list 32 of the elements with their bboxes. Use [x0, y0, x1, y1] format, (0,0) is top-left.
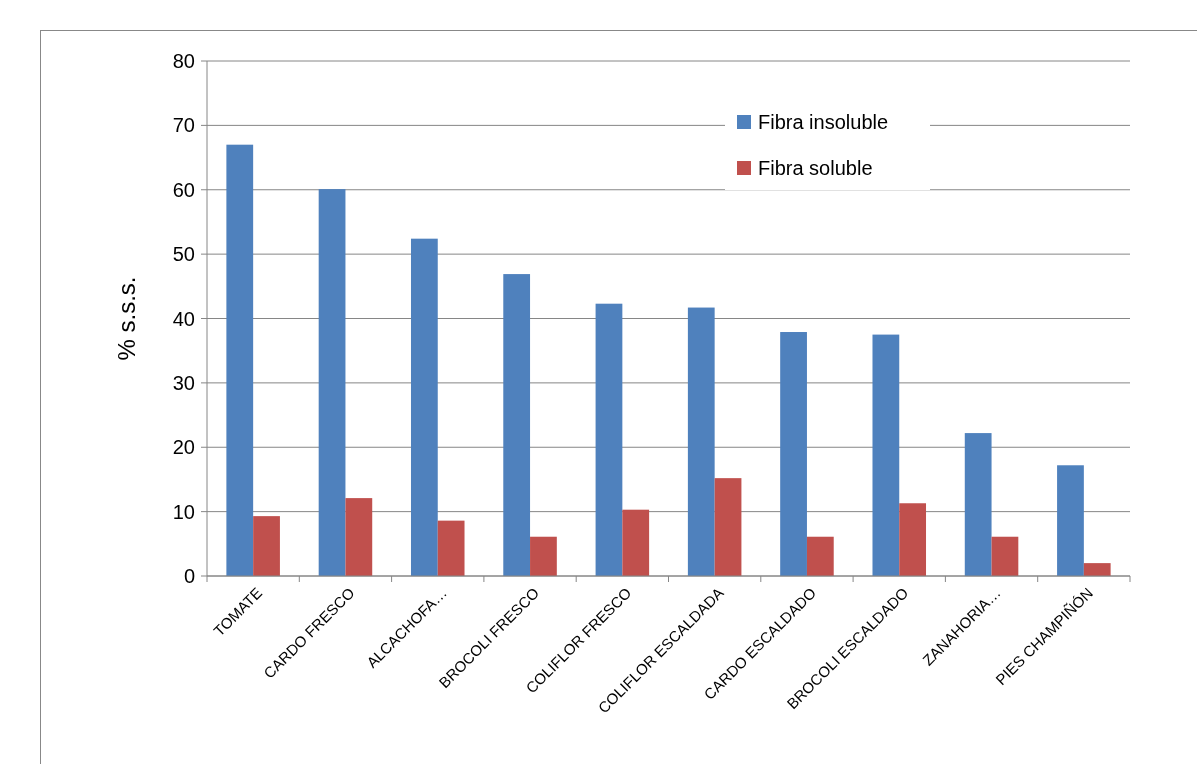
bar: [437, 520, 465, 576]
y-tick-label: 0: [183, 565, 195, 587]
bar: [503, 274, 531, 576]
y-tick-label: 70: [172, 114, 195, 137]
bar: [806, 536, 834, 576]
y-tick-label: 40: [172, 307, 195, 330]
bar: [595, 303, 623, 576]
legend-label: Fibra soluble: [758, 157, 873, 179]
bar: [226, 144, 254, 576]
bar: [318, 189, 346, 576]
bar: [991, 536, 1019, 576]
bar: [410, 238, 438, 576]
y-tick-label: 80: [172, 50, 195, 72]
bar: [622, 509, 650, 576]
y-tick-label: 60: [172, 178, 195, 201]
bar: [872, 334, 900, 576]
y-axis-title: % s.s.s.: [113, 276, 140, 361]
bar: [530, 536, 557, 576]
bar: [345, 498, 373, 576]
bar: [714, 478, 742, 576]
bar: [964, 433, 992, 576]
bar: [687, 307, 715, 576]
bar: [1057, 465, 1084, 576]
bar: [899, 503, 927, 576]
y-tick-label: 10: [172, 500, 195, 523]
y-tick-label: 30: [172, 371, 195, 394]
y-tick-label: 50: [172, 243, 195, 266]
y-tick-label: 20: [172, 436, 195, 459]
bar: [780, 332, 807, 576]
bar: [253, 516, 280, 576]
legend-label: Fibra insoluble: [758, 111, 889, 133]
bar: [1083, 563, 1111, 576]
